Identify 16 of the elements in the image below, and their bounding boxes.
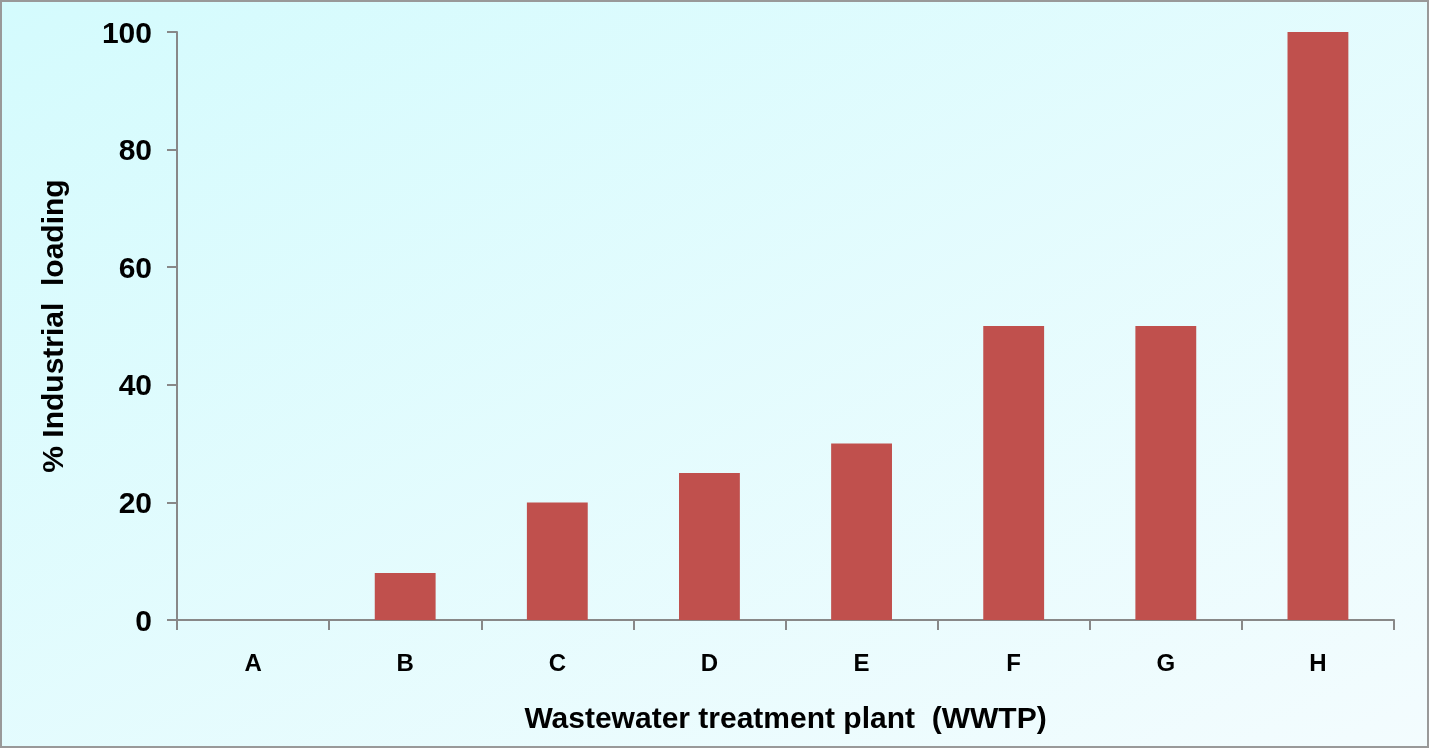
- y-tick-label: 40: [118, 368, 152, 402]
- x-axis-title: Wastewater treatment plant (WWTP): [524, 700, 1047, 734]
- y-tick-label: 20: [118, 485, 152, 519]
- y-axis-title: % Industrial loading: [35, 179, 69, 473]
- x-tick-label: B: [396, 648, 414, 676]
- x-tick-label: A: [244, 648, 262, 676]
- x-tick-label: D: [700, 648, 719, 676]
- y-tick-label: 100: [101, 15, 152, 49]
- x-tick-label: H: [1309, 648, 1327, 676]
- x-tick-label: C: [548, 648, 566, 676]
- y-tick-label: 60: [118, 250, 152, 284]
- x-tick-label: G: [1156, 648, 1176, 676]
- x-tick-label: F: [1006, 648, 1022, 676]
- x-tick-label: E: [853, 648, 870, 676]
- y-tick-label: 80: [118, 133, 152, 167]
- y-tick-label: 0: [135, 603, 152, 637]
